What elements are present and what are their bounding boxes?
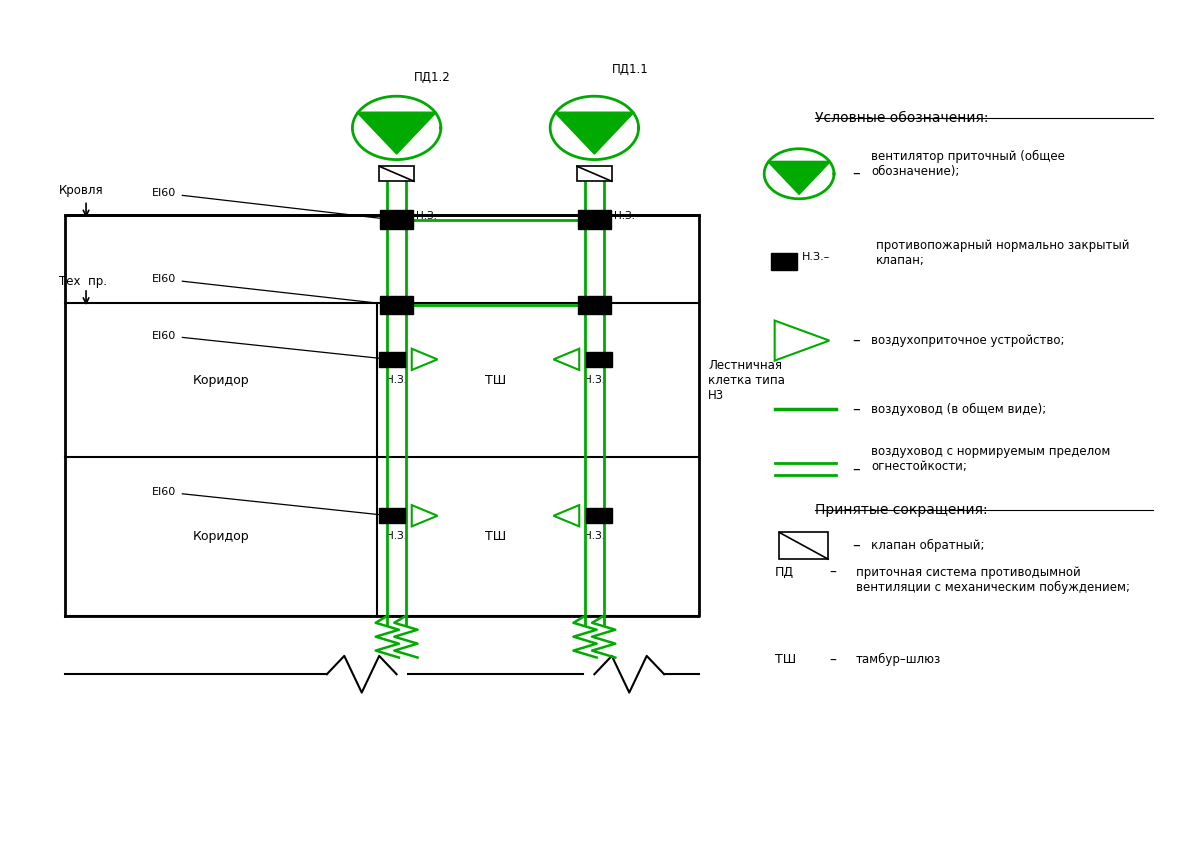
Text: –: – — [852, 333, 860, 348]
Polygon shape — [412, 349, 438, 370]
Bar — [379, 166, 414, 181]
Text: EI60: EI60 — [152, 331, 385, 360]
Bar — [587, 508, 612, 523]
Text: противопожарный нормально закрытый
клапан;: противопожарный нормально закрытый клапа… — [876, 239, 1129, 267]
Text: клапан обратный;: клапан обратный; — [871, 539, 985, 552]
Bar — [772, 253, 797, 270]
Text: Н.З.: Н.З. — [584, 531, 605, 541]
Text: Лестничная
клетка типа
Н3: Лестничная клетка типа Н3 — [708, 359, 785, 402]
Polygon shape — [768, 161, 830, 194]
Text: Коридор: Коридор — [193, 374, 250, 387]
Text: ПД1.2: ПД1.2 — [414, 70, 451, 84]
Text: EI60: EI60 — [152, 188, 388, 220]
Text: тамбур–шлюз: тамбур–шлюз — [856, 653, 941, 667]
Text: воздуховод с нормируемым пределом
огнестойкости;: воздуховод с нормируемым пределом огнест… — [871, 445, 1110, 473]
Text: ТШ: ТШ — [775, 653, 796, 667]
Text: –: – — [852, 538, 860, 553]
Text: –: – — [829, 653, 836, 667]
Text: Н.З.–: Н.З.– — [802, 252, 829, 262]
Text: –: – — [829, 566, 836, 580]
Text: ПД1.1: ПД1.1 — [612, 63, 648, 76]
Polygon shape — [412, 505, 438, 527]
Text: –: – — [852, 461, 860, 477]
Text: Н.З.: Н.З. — [584, 375, 605, 385]
Text: ТШ: ТШ — [485, 530, 506, 543]
Bar — [587, 352, 612, 367]
Text: Н.З.: Н.З. — [416, 211, 437, 221]
Polygon shape — [553, 349, 580, 370]
Text: приточная система противодымной
вентиляции с механическим побуждением;: приточная система противодымной вентиляц… — [856, 566, 1130, 594]
Bar — [379, 508, 404, 523]
Text: Н.З.: Н.З. — [614, 211, 635, 221]
Text: –: – — [852, 401, 860, 416]
Text: Условные обозначения:: Условные обозначения: — [815, 111, 989, 126]
Polygon shape — [775, 321, 829, 360]
Bar — [577, 166, 612, 181]
Polygon shape — [554, 112, 634, 154]
Polygon shape — [356, 112, 437, 154]
Text: воздухоприточное устройство;: воздухоприточное устройство; — [871, 334, 1064, 347]
Bar — [578, 210, 611, 229]
Text: Коридор: Коридор — [193, 530, 250, 543]
Text: –: – — [852, 166, 860, 181]
Bar — [380, 210, 413, 229]
Text: ТШ: ТШ — [485, 374, 506, 387]
Text: Принятые сокращения:: Принятые сокращения: — [815, 503, 988, 517]
Text: EI60: EI60 — [152, 274, 388, 306]
Bar — [379, 352, 404, 367]
Bar — [380, 296, 413, 314]
Text: ПД: ПД — [775, 566, 793, 579]
Polygon shape — [553, 505, 580, 527]
Text: воздуховод (в общем виде);: воздуховод (в общем виде); — [871, 403, 1046, 416]
Bar — [578, 296, 611, 314]
Text: Н.З.: Н.З. — [386, 531, 407, 541]
Text: Н.З.: Н.З. — [386, 375, 407, 385]
Text: Тех  пр.: Тех пр. — [59, 275, 107, 288]
Text: Кровля: Кровля — [59, 184, 104, 197]
Text: вентилятор приточный (общее
обозначение);: вентилятор приточный (общее обозначение)… — [871, 150, 1066, 178]
Bar — [779, 533, 828, 559]
Text: EI60: EI60 — [152, 487, 385, 517]
